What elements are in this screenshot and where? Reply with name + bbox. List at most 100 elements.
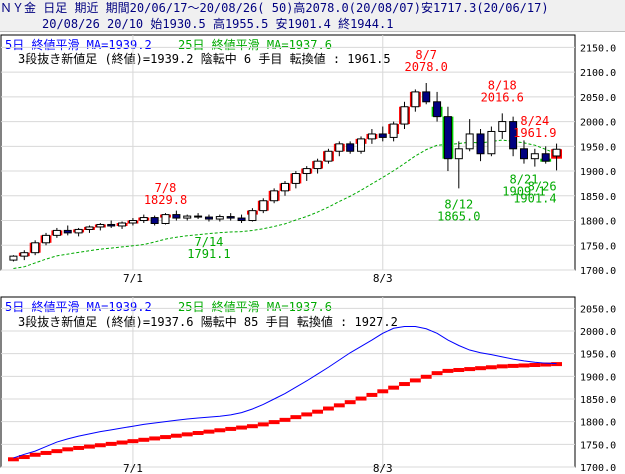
step-segment (290, 415, 302, 420)
bull-candle (259, 200, 268, 212)
top-y-tick-label: 2050.0 (580, 93, 616, 104)
step-segment (301, 412, 313, 417)
top-y-tick-label: 1700.0 (580, 266, 616, 277)
top-y-tick-label: 2000.0 (580, 118, 616, 129)
step-segment (453, 367, 465, 372)
bull-candle (96, 223, 105, 228)
top-x-tick-label: 7/1 (123, 272, 143, 285)
bear-candle (476, 133, 485, 155)
annotation-date: 8/24 (520, 114, 549, 128)
step-segment (518, 363, 530, 368)
top-y-tick-label: 1950.0 (580, 142, 616, 153)
step-segment (127, 439, 139, 444)
step-segment (464, 367, 476, 372)
bottom-y-tick-label: 2050.0 (580, 304, 616, 315)
bear-candle (541, 153, 550, 162)
bull-candle (324, 150, 333, 162)
bull-candle (498, 121, 507, 132)
bull-candle (465, 133, 474, 150)
bull-candle (52, 229, 61, 236)
step-segment (160, 435, 171, 440)
step-segment (366, 392, 378, 397)
annotation-value: 2016.6 (481, 90, 524, 104)
step-segment (540, 362, 552, 367)
top-y-axis: 2150.0 2100.0 2050.0 2000.0 1950.0 1900.0 1850… (580, 43, 616, 277)
bull-candle (552, 148, 561, 157)
step-segment (8, 457, 19, 462)
step-segment (214, 428, 226, 433)
step-segment (496, 364, 508, 369)
bottom-panel: 5日 終値平滑 MA=1939.2 25日 終値平滑 MA=1937.6 3段抜… (0, 296, 616, 474)
bottom-y-tick-label: 2000.0 (580, 327, 616, 338)
step-segment (355, 396, 367, 401)
step-segment (344, 400, 356, 405)
step-segment (236, 425, 247, 430)
annotation-value: 1909.1 (502, 185, 545, 199)
bull-candle (313, 160, 322, 170)
bull-candle (487, 130, 496, 155)
step-segment (529, 363, 541, 367)
bottom-kagi-label: 3段抜き新値足 (終値)=1937.6 陽転中 85 手目 転換値 : 1927… (18, 314, 398, 329)
annotation-value: 1901.4 (513, 191, 556, 205)
step-segment (225, 426, 237, 431)
top-kagi-label: 3段抜き新値足 (終値)=1939.2 陰転中 6 手目 転換値 : 1961.… (18, 51, 391, 66)
bottom-ma5-label: 5日 終値平滑 MA=1939.2 (5, 299, 152, 314)
step-segment (203, 429, 215, 434)
step-segment (399, 382, 410, 387)
bear-candle (63, 229, 72, 234)
bull-candle (270, 190, 279, 202)
bull-candle (31, 242, 40, 254)
step-segment (192, 431, 204, 435)
bear-candle (150, 217, 159, 224)
bull-candle (9, 255, 18, 261)
bottom-y-tick-label: 1800.0 (580, 418, 616, 429)
bear-candle (443, 116, 452, 160)
bull-candle (454, 148, 463, 160)
top-panel: 5日 終値平滑 MA=1939.2 25日 終値平滑 MA=1937.6 3段抜… (0, 34, 616, 285)
bull-candle (139, 217, 148, 222)
bear-candle (226, 216, 235, 219)
step-segment (268, 420, 280, 425)
step-segment (409, 378, 421, 383)
bull-candle (20, 252, 29, 257)
step-segment (377, 389, 389, 394)
bull-candle (411, 91, 420, 108)
step-segment (170, 433, 182, 438)
top-grid (1, 35, 575, 271)
bull-candle (42, 234, 51, 244)
step-segment (323, 406, 334, 411)
annotation-value: 1961.9 (513, 126, 556, 140)
bear-candle (107, 223, 116, 227)
step-segment (73, 445, 85, 450)
step-segment (475, 366, 486, 371)
step-segment (333, 403, 345, 408)
bottom-y-axis: 2050.0 2000.0 1950.0 1900.0 1850.0 1800.0 1750… (580, 304, 616, 474)
annotation-date: 8/7 (415, 48, 437, 62)
title-line: ＮＹ金 日足 期近 期間20/06/17～20/08/26( 50)高2078.… (0, 0, 625, 17)
annotation-value: 2078.0 (405, 60, 448, 74)
bull-candle (161, 214, 170, 224)
step-segment (246, 424, 258, 429)
top-y-tick-label: 1850.0 (580, 192, 616, 203)
step-segment (116, 440, 128, 445)
ohlc-summary-line: 20/08/26 20/10 始1930.5 高1955.5 安1901.4 終… (0, 16, 625, 32)
bottom-x-tick-label: 8/3 (373, 462, 393, 474)
bottom-x-axis: 7/1 8/3 (123, 462, 393, 474)
step-segment (149, 436, 161, 441)
bottom-y-tick-label: 1750.0 (580, 440, 616, 451)
step-segment (485, 365, 497, 370)
annotation-date: 8/18 (488, 78, 517, 92)
bear-candle (509, 121, 518, 150)
bear-candle (378, 133, 387, 138)
bull-candle (215, 216, 224, 220)
step-segment (181, 432, 193, 437)
annotation-date: 8/26 (528, 179, 557, 193)
bull-candle (128, 220, 137, 224)
bull-candle (389, 123, 398, 138)
bear-candle (172, 214, 181, 219)
step-segment (29, 452, 41, 457)
top-y-tick-label: 1800.0 (580, 217, 616, 228)
bear-candle (519, 148, 528, 160)
step-segment (40, 450, 52, 455)
